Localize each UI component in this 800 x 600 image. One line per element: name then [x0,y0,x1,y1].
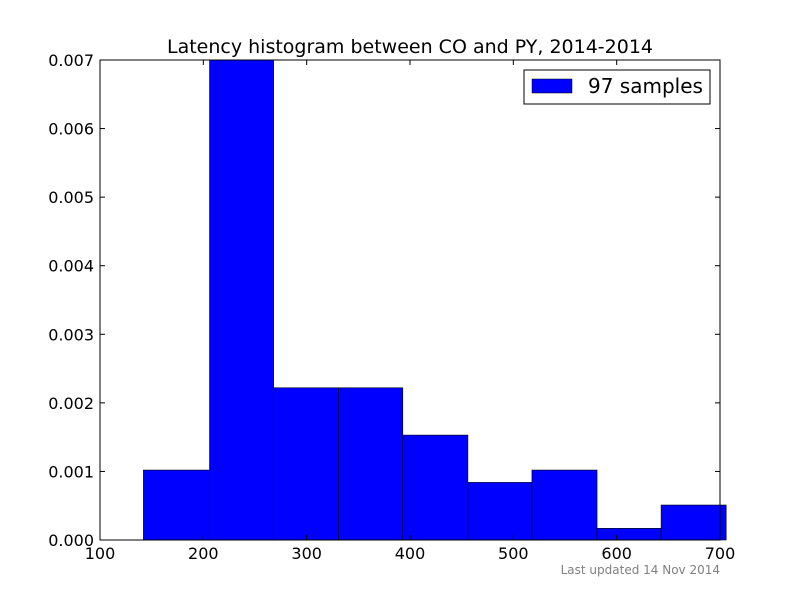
y-tick-label-7: 0.007 [48,51,94,70]
histogram-bar-4 [402,434,469,541]
x-tick-label-6: 700 [705,544,736,563]
histogram-bar-6 [531,469,598,541]
x-tick-label-4: 500 [498,544,529,563]
ticks-group: 100 200 300 400 500 600 700 0.000 0.001 0.002 0.00… [48,51,735,563]
x-tick-label-3: 400 [395,544,426,563]
histogram-bar-7 [596,528,662,541]
histogram-bar-5 [467,482,533,541]
histogram-bar-0 [143,469,210,541]
y-tick-label-2: 0.002 [48,394,94,413]
x-tick-label-1: 200 [188,544,219,563]
histogram-bar-1 [209,59,274,541]
legend-swatch [531,78,573,94]
legend-label: 97 samples [588,74,703,98]
y-tick-label-4: 0.004 [48,257,94,276]
bars-group [143,59,727,541]
legend: 97 samples [523,69,711,105]
histogram-bar-8 [660,504,727,541]
y-tick-label-0: 0.000 [48,531,94,550]
y-tick-label-6: 0.006 [48,120,94,139]
x-tick-label-0: 100 [85,544,116,563]
histogram-bar-3 [338,387,404,541]
x-tick-label-2: 300 [291,544,322,563]
x-tick-label-5: 600 [601,544,632,563]
histogram-bar-2 [273,387,340,541]
last-updated-footer: Last updated 14 Nov 2014 [561,563,720,577]
y-tick-label-3: 0.003 [48,325,94,344]
y-tick-label-5: 0.005 [48,188,94,207]
y-tick-label-1: 0.001 [48,462,94,481]
plot-frame [99,59,721,541]
chart-title: Latency histogram between CO and PY, 201… [167,36,653,58]
